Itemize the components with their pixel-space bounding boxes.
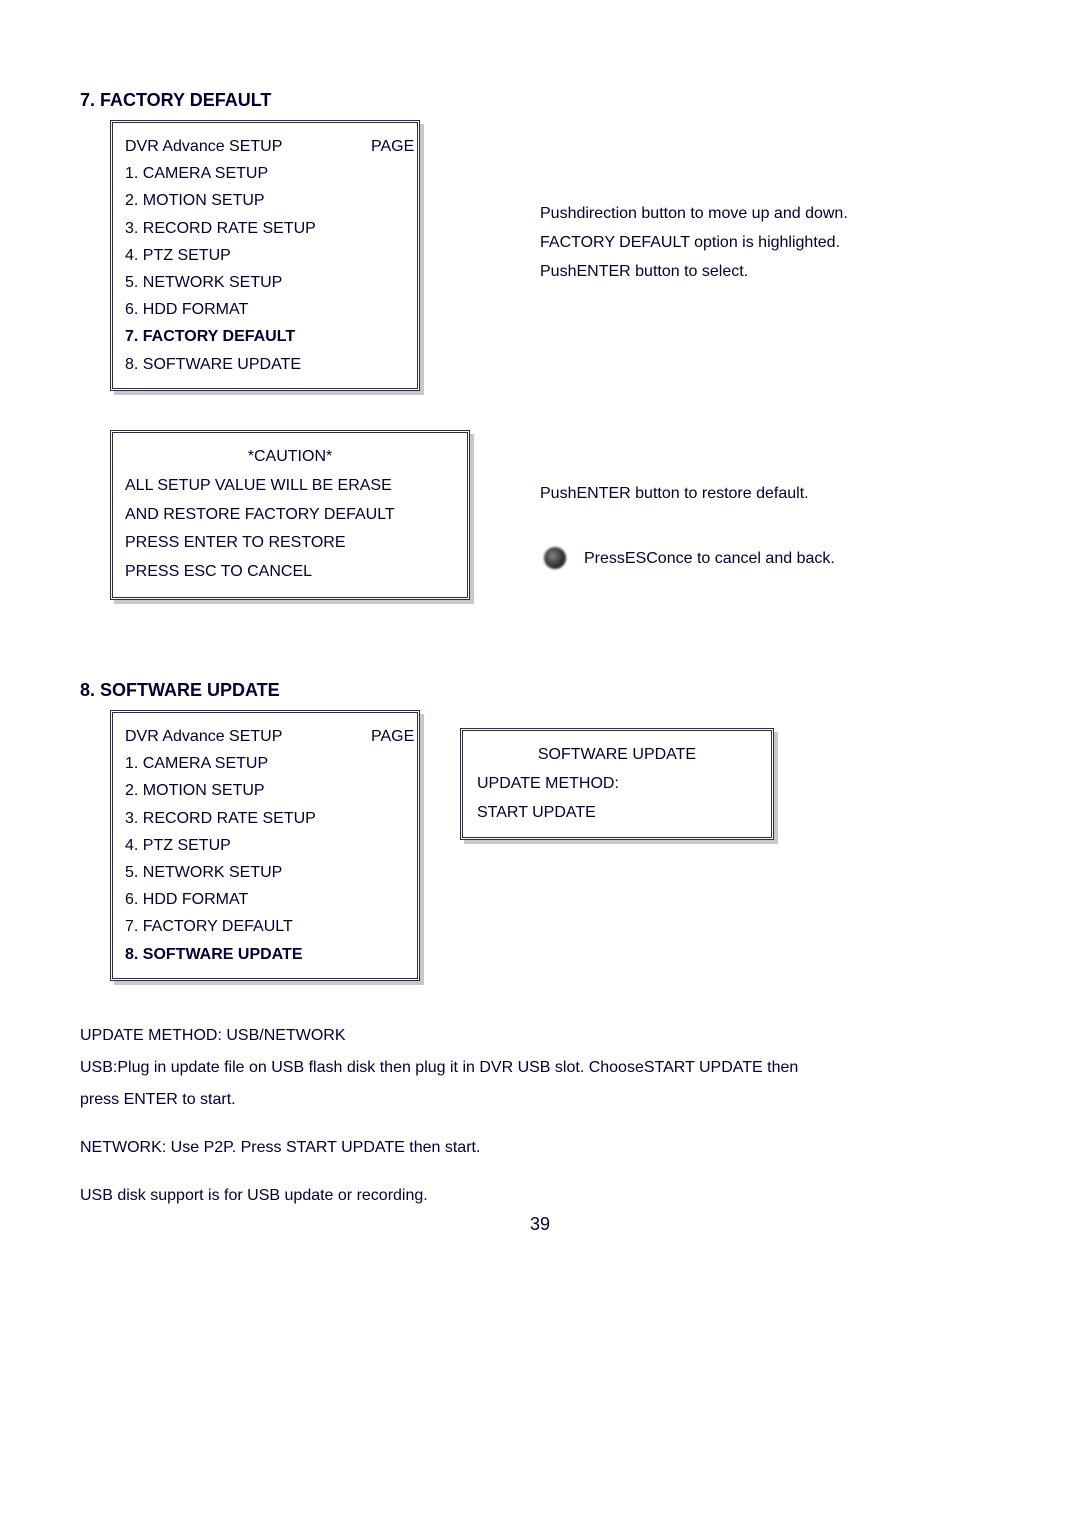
menu-item: 7. FACTORY DEFAULT <box>125 913 405 940</box>
page-number: 39 <box>0 1214 1080 1235</box>
menu-item: 3. RECORD RATE SETUP <box>125 805 405 832</box>
caution-line: PRESS ESC TO CANCEL <box>125 558 455 587</box>
menu-item: 4. PTZ SETUP <box>125 242 405 269</box>
body-line: NETWORK: Use P2P. Press START UPDATE the… <box>80 1132 1000 1164</box>
sw-line: START UPDATE <box>477 799 757 828</box>
caution-line: AND RESTORE FACTORY DEFAULT <box>125 501 455 530</box>
menu-item: 5. NETWORK SETUP <box>125 859 405 886</box>
menu-item: 2. MOTION SETUP <box>125 777 405 804</box>
menu-item: 3. RECORD RATE SETUP <box>125 215 405 242</box>
side-line: FACTORY DEFAULT option is highlighted. <box>540 229 1000 258</box>
menu-box-software: DVR Advance SETUP PAGE 1. CAMERA SETUP 2… <box>110 710 420 981</box>
caution-side: PushENTER button to restore default. Pre… <box>540 480 1000 574</box>
side-line: PushENTER button to restore default. <box>540 480 1000 509</box>
body-line: UPDATE METHOD: USB/NETWORK <box>80 1020 1000 1052</box>
sw-title: SOFTWARE UPDATE <box>477 741 757 770</box>
menu-item-highlight: 8. SOFTWARE UPDATE <box>125 941 405 968</box>
bullet-icon <box>544 547 566 569</box>
menu-header: DVR Advance SETUP PAGE <box>125 723 405 750</box>
menu-box-factory: DVR Advance SETUP PAGE 1. CAMERA SETUP 2… <box>110 120 420 391</box>
section-8-title: 8. SOFTWARE UPDATE <box>80 680 280 701</box>
software-update-box: SOFTWARE UPDATE UPDATE METHOD: START UPD… <box>460 728 774 840</box>
body-line: USB disk support is for USB update or re… <box>80 1180 1000 1212</box>
body-line: USB:Plug in update file on USB flash dis… <box>80 1052 1000 1084</box>
side-line: PushENTER button to select. <box>540 258 1000 287</box>
caution-line: PRESS ENTER TO RESTORE <box>125 529 455 558</box>
caution-title: *CAUTION* <box>125 443 455 472</box>
menu-item: 2. MOTION SETUP <box>125 187 405 214</box>
body-text: UPDATE METHOD: USB/NETWORK USB:Plug in u… <box>80 1020 1000 1212</box>
menu-header: DVR Advance SETUP PAGE <box>125 133 405 160</box>
menu-item: 6. HDD FORMAT <box>125 886 405 913</box>
side-line: PressESConce to cancel and back. <box>584 550 835 567</box>
section-7-title: 7. FACTORY DEFAULT <box>80 90 271 111</box>
menu-item: 4. PTZ SETUP <box>125 832 405 859</box>
menu-item: 1. CAMERA SETUP <box>125 750 405 777</box>
body-line: press ENTER to start. <box>80 1084 1000 1116</box>
caution-box: *CAUTION* ALL SETUP VALUE WILL BE ERASE … <box>110 430 470 600</box>
sw-line: UPDATE METHOD: <box>477 770 757 799</box>
caution-line: ALL SETUP VALUE WILL BE ERASE <box>125 472 455 501</box>
menu-item-highlight: 7. FACTORY DEFAULT <box>125 323 405 350</box>
section-7-side: Pushdirection button to move up and down… <box>540 200 1000 286</box>
menu-item: 5. NETWORK SETUP <box>125 269 405 296</box>
side-line: Pushdirection button to move up and down… <box>540 200 1000 229</box>
menu-item: 8. SOFTWARE UPDATE <box>125 351 405 378</box>
menu-item: 1. CAMERA SETUP <box>125 160 405 187</box>
menu-item: 6. HDD FORMAT <box>125 296 405 323</box>
